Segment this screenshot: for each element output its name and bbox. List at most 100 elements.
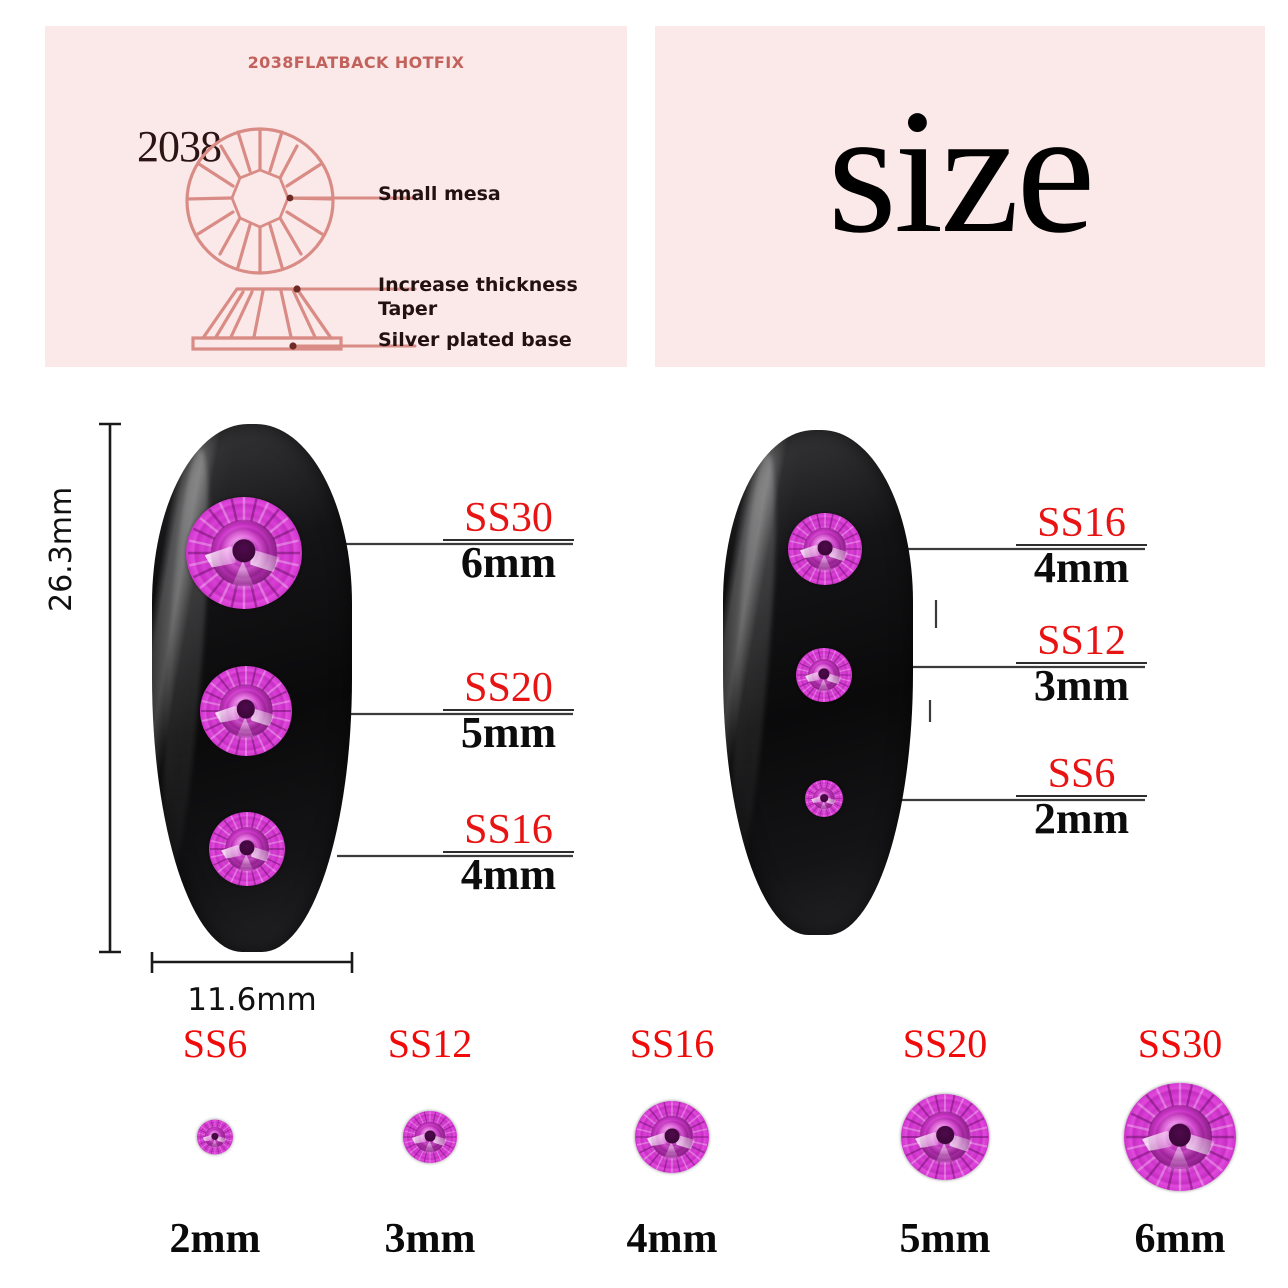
silver-plated-base-plate	[191, 336, 343, 351]
sample-mm-label: 4mm	[626, 1216, 718, 1262]
size-label-rule	[1016, 794, 1147, 797]
rhinestone-sample-row: SS6 2mm SS12	[60, 1020, 1260, 1282]
flatback-diagram-drawing	[185, 127, 417, 351]
gem-highlight-left	[804, 671, 821, 682]
dimension-label-width: 11.6mm	[187, 982, 317, 1018]
gem-culet	[1168, 1123, 1192, 1147]
sample-ss-label: SS12	[387, 1021, 473, 1066]
gem-highlight-left	[811, 796, 822, 804]
sample-ss-label: SS6	[182, 1021, 248, 1066]
size-label-left-3: SS16 4mm	[443, 807, 574, 899]
size-label-left-1: SS30 6mm	[443, 495, 574, 587]
sample-gem-wrap	[115, 1082, 315, 1192]
size-label-mm: 4mm	[460, 849, 557, 899]
gem-ss30-on-nail	[186, 497, 302, 609]
sample-ss16: SS16 4mm	[572, 1020, 772, 1282]
gem-facets	[901, 1094, 989, 1180]
gem-highlight-bottom	[210, 1139, 219, 1149]
sample-gem-wrap	[1080, 1082, 1280, 1192]
size-label-rule	[443, 850, 574, 853]
size-label-mm: 4mm	[1033, 542, 1130, 592]
gem-highlight-bottom	[423, 1140, 436, 1155]
sample-ss6: SS6 2mm	[115, 1020, 315, 1282]
size-label-right-3: SS6 2mm	[1016, 751, 1147, 843]
size-label-rule	[1016, 543, 1147, 546]
diagram-title: 2038FLATBACK HOTFIX	[247, 53, 465, 72]
sample-ss30: SS30 6mm	[1080, 1020, 1280, 1282]
gem-facets	[805, 780, 843, 817]
leader-dots	[286, 194, 301, 350]
callout-taper: Taper	[378, 298, 438, 320]
gem-culet	[818, 668, 830, 680]
gem-highlight-right	[826, 673, 842, 685]
size-label-mm: 2mm	[1033, 793, 1130, 843]
size-label-ss: SS16	[1037, 500, 1126, 546]
size-label-right-1: SS16 4mm	[1016, 500, 1147, 592]
gem-highlight-right	[825, 797, 836, 805]
sample-gem-wrap	[845, 1082, 1045, 1192]
diagram-product-code: 2038	[137, 122, 222, 171]
gem-highlight-bottom	[819, 801, 828, 811]
size-label-ss: SS12	[1037, 618, 1126, 664]
gem-culet	[239, 839, 255, 856]
sample-ss20: SS20 5mm	[845, 1020, 1045, 1282]
size-label-rule	[1016, 661, 1147, 664]
gem-culet	[817, 539, 833, 556]
size-label-ss: SS6	[1047, 751, 1116, 797]
callout-silver-plated-base: Silver plated base	[378, 329, 572, 351]
gem-highlight-left	[202, 1134, 213, 1142]
size-label-rule	[443, 538, 574, 541]
gem-ss20-on-nail	[200, 666, 292, 756]
size-label-mm: 3mm	[1033, 660, 1130, 710]
gem-culet	[232, 538, 256, 563]
sample-ss-label: SS20	[902, 1021, 988, 1066]
size-label-ss: SS16	[464, 807, 553, 853]
sample-mm-label: 5mm	[899, 1216, 991, 1262]
callout-increase-thickness: Increase thickness	[378, 274, 578, 296]
sample-mm-label: 2mm	[169, 1216, 261, 1262]
size-heading-text: size	[827, 72, 1096, 270]
size-label-right-2: SS12 3mm	[1016, 618, 1147, 710]
gem-sample-ss20	[901, 1094, 989, 1180]
gem-culet	[236, 699, 256, 719]
gem-culet	[664, 1127, 680, 1144]
gem-sample-ss16	[635, 1101, 709, 1173]
gem-highlight-left	[411, 1133, 427, 1144]
gem-ss6-on-nail	[805, 780, 843, 817]
gem-facets	[186, 497, 302, 609]
gem-ss16-on-nail	[209, 812, 285, 886]
size-label-rule	[443, 708, 574, 711]
gem-ss12-on-nail	[796, 648, 852, 702]
sample-ss12: SS12 3mm	[330, 1020, 530, 1282]
size-label-mm: 6mm	[460, 537, 557, 587]
size-heading-panel: size	[655, 26, 1265, 367]
gem-culet	[820, 793, 828, 802]
nail-swatch-right	[722, 430, 913, 935]
sample-ss-label: SS16	[629, 1021, 715, 1066]
dimension-label-height: 26.3mm	[44, 486, 79, 612]
size-label-left-2: SS20 5mm	[443, 667, 574, 757]
gem-facets	[788, 513, 862, 585]
sample-gem-wrap	[330, 1082, 530, 1192]
gem-culet	[424, 1130, 436, 1142]
gem-highlight-right	[432, 1135, 447, 1146]
nail-gloss-highlight	[722, 451, 784, 863]
gem-facets	[1124, 1083, 1236, 1191]
gem-culet	[211, 1132, 219, 1140]
gem-sample-ss6	[197, 1119, 233, 1155]
gem-highlight-right	[216, 1135, 227, 1143]
sample-gem-wrap	[572, 1082, 772, 1192]
gem-sample-ss12	[403, 1111, 457, 1163]
sample-mm-label: 6mm	[1134, 1216, 1226, 1262]
gem-sample-ss30	[1124, 1083, 1236, 1191]
size-label-ss: SS30	[464, 495, 553, 541]
nail-swatch-left	[152, 424, 352, 952]
sample-ss-label: SS30	[1137, 1021, 1223, 1066]
size-label-mm: 5mm	[460, 707, 557, 757]
flatback-diagram-panel: 2038FLATBACK HOTFIX 2038	[45, 26, 627, 367]
gem-facets	[197, 1119, 233, 1155]
sample-mm-label: 3mm	[384, 1216, 476, 1262]
gem-ss16-on-nail	[788, 513, 862, 585]
callout-small-mesa: Small mesa	[378, 183, 501, 205]
